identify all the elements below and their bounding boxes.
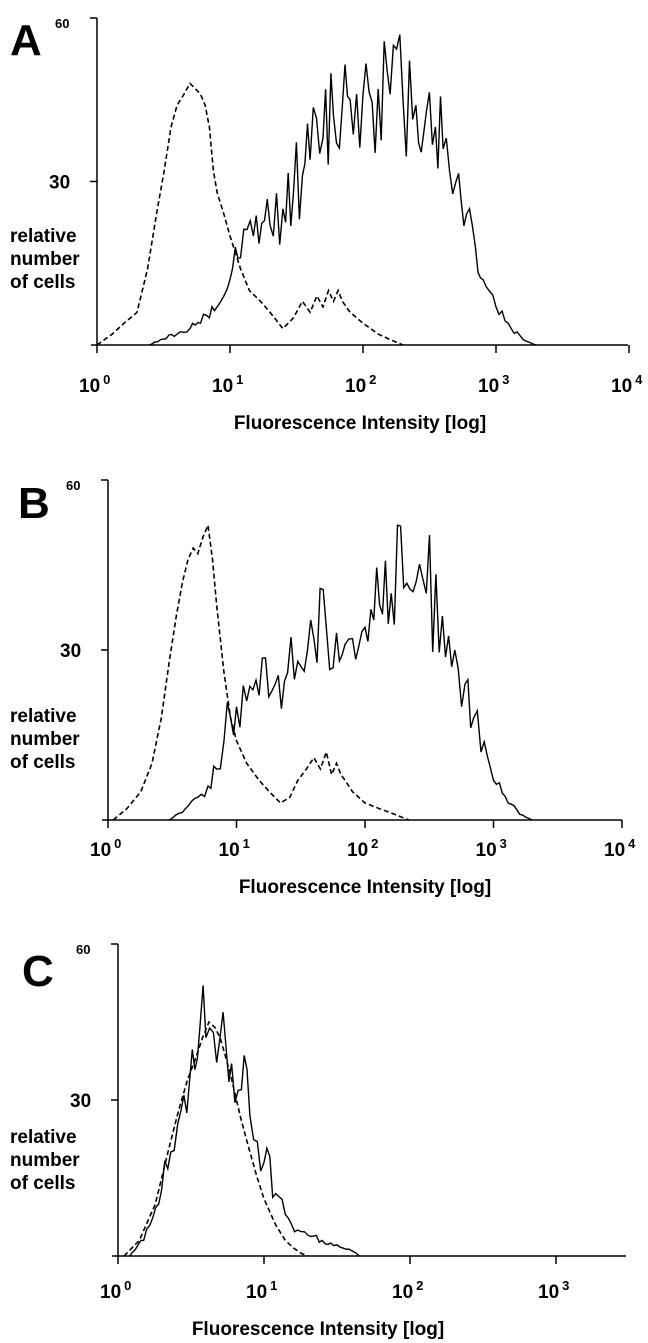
- x-tick-label: 10 1: [212, 372, 243, 397]
- y-axis-label: relative: [10, 706, 77, 727]
- y-axis-label: of cells: [10, 1173, 75, 1194]
- x-tick-label: 10 0: [79, 372, 110, 397]
- x-tick-label: 10 0: [90, 836, 121, 861]
- x-tick-label: 10 3: [538, 1278, 569, 1303]
- series-solid-line: [149, 34, 537, 346]
- y-axis-label: number: [10, 1150, 80, 1171]
- y-axis-label: number: [10, 729, 80, 750]
- y-axis-label: relative: [10, 1127, 77, 1148]
- y-axis-label: relative: [10, 226, 77, 247]
- x-axis-label: Fluorescence Intensity [log]: [239, 877, 491, 898]
- x-tick-label: 10 4: [604, 836, 636, 861]
- y-axis-label: of cells: [10, 752, 75, 773]
- y-tick-label: 60: [55, 16, 69, 31]
- x-tick-label: 10 0: [100, 1278, 131, 1303]
- series-solid-line: [168, 524, 533, 821]
- y-axis-label: of cells: [10, 272, 75, 293]
- x-tick-label: 10 2: [392, 1278, 423, 1303]
- series-dashed-line: [123, 1020, 309, 1257]
- x-tick-label: 10 4: [611, 372, 643, 397]
- panel-letter: C: [22, 947, 54, 996]
- series-solid-line: [129, 985, 360, 1257]
- panel-letter: B: [18, 479, 50, 528]
- x-axis-label: Fluorescence Intensity [log]: [192, 1319, 444, 1340]
- y-tick-label: 30: [70, 1091, 91, 1112]
- y-tick-label: 30: [60, 641, 81, 662]
- y-tick-label: 60: [66, 478, 80, 493]
- y-tick-label: 60: [76, 942, 90, 957]
- x-tick-label: 10 3: [478, 372, 509, 397]
- x-tick-label: 10 2: [347, 836, 378, 861]
- series-dashed-line: [96, 82, 404, 346]
- x-tick-label: 10 2: [345, 372, 376, 397]
- x-tick-label: 10 1: [219, 836, 250, 861]
- series-dashed-line: [112, 522, 410, 821]
- y-tick-label: 30: [49, 173, 70, 194]
- x-tick-label: 10 1: [246, 1278, 277, 1303]
- panel-letter: A: [10, 16, 42, 65]
- y-axis-label: number: [10, 249, 80, 270]
- x-axis-label: Fluorescence Intensity [log]: [234, 413, 486, 434]
- x-tick-label: 10 3: [476, 836, 507, 861]
